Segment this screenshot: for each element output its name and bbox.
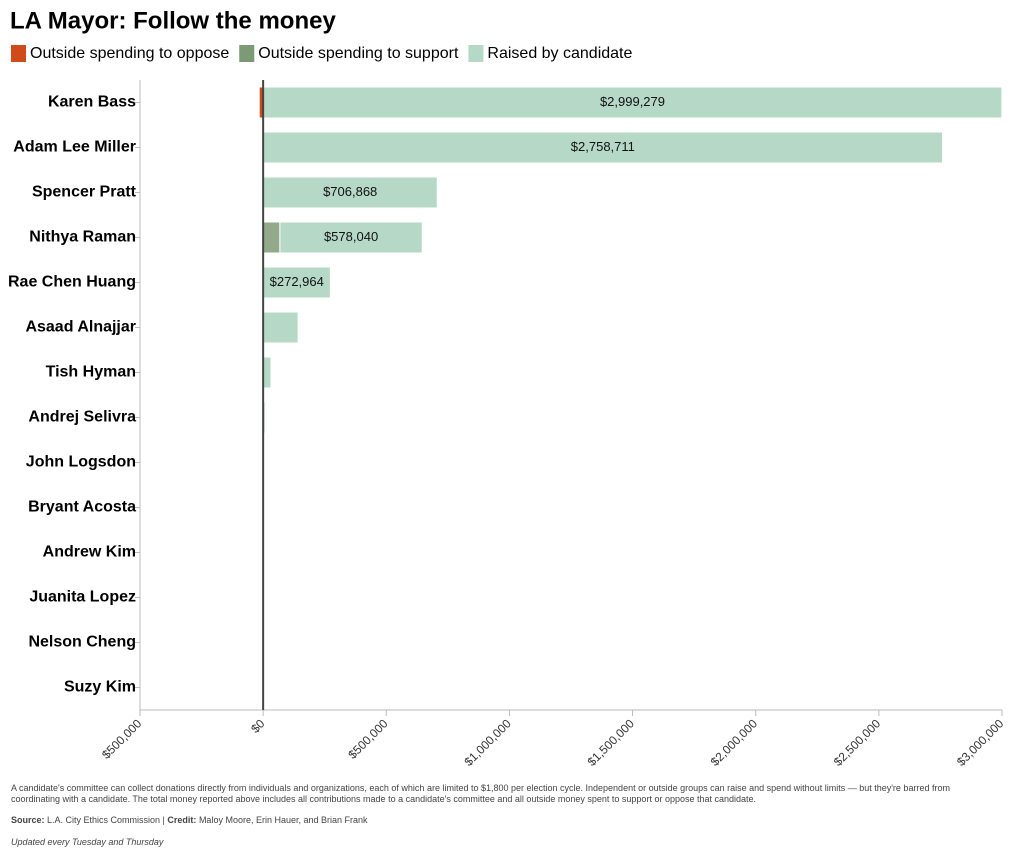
credit-label: Credit: [167, 815, 197, 825]
bar-segment [262, 86, 1003, 119]
x-tick-label: $1,000,000 [461, 716, 514, 769]
source: L.A. City Ethics Commission | [47, 815, 165, 825]
notes: A candidate's committee can collect dona… [11, 783, 950, 804]
credit: Maloy Moore, Erin Hauer, and Brian Frank [198, 815, 368, 825]
chart: LA Mayor: Follow the money Outside spend… [8, 7, 1007, 769]
x-tick-label: $1,500,000 [585, 716, 638, 769]
y-tick-label: Karen Bass [48, 94, 136, 111]
chart-title: LA Mayor: Follow the money [10, 7, 336, 34]
y-tick-label: Tish Hyman [46, 364, 136, 381]
value-label: $2,999,279 [600, 94, 665, 109]
bar-segment [262, 131, 944, 164]
y-tick-label: Andrej Selivra [28, 409, 136, 426]
x-tick-label: $2,500,000 [831, 716, 884, 769]
bar-segment [262, 176, 438, 209]
legend-swatch [239, 45, 255, 62]
legend-label: Outside spending to support [258, 45, 459, 62]
y-tick-label: Nelson Cheng [28, 634, 136, 651]
y-tick-label: Asaad Alnajjar [25, 319, 136, 336]
y-tick-label: Adam Lee Miller [13, 139, 136, 156]
y-tick-label: Andrew Kim [43, 544, 136, 561]
x-tick-label: $500,000 [345, 716, 391, 762]
value-label: $578,040 [324, 229, 378, 244]
x-tick-label: $500,000 [99, 716, 145, 762]
bar-segment [262, 311, 299, 344]
value-label: $2,758,711 [571, 139, 635, 154]
y-tick-label: Bryant Acosta [28, 499, 136, 516]
x-tick-label: $2,000,000 [708, 716, 761, 769]
bar-segment [279, 221, 423, 254]
y-tick-label: Suzy Kim [64, 679, 136, 696]
updated: Updated every Tuesday and Thursday [11, 837, 164, 847]
legend-label: Outside spending to oppose [30, 45, 229, 62]
legend-label: Raised by candidate [487, 45, 632, 62]
y-tick-label: Rae Chen Huang [8, 274, 136, 291]
y-tick-label: Spencer Pratt [32, 184, 137, 201]
bar-segment [262, 221, 281, 254]
y-tick-label: Juanita Lopez [29, 589, 136, 606]
source-label: Source: [11, 815, 45, 825]
value-label: $706,868 [323, 184, 377, 199]
legend-swatch [468, 45, 484, 62]
x-tick-label: $3,000,000 [954, 716, 1007, 769]
value-label: $272,964 [270, 274, 324, 289]
y-tick-label: Nithya Raman [29, 229, 136, 246]
bar-segment [262, 356, 272, 389]
bar-segment [262, 266, 331, 299]
source-line: Source: L.A. City Ethics Commission | Cr… [11, 815, 1001, 826]
legend-swatch [11, 45, 26, 62]
x-tick-label: $0 [248, 716, 268, 736]
y-tick-label: John Logsdon [26, 454, 136, 471]
